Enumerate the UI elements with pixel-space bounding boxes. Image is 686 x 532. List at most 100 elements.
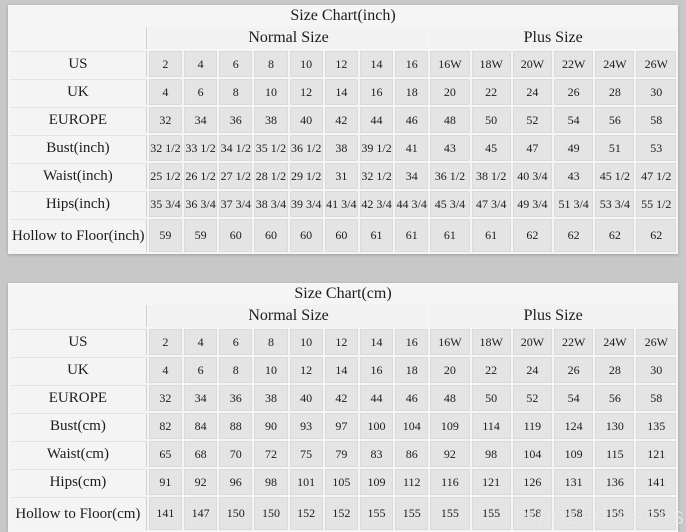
size-value-cell: 10 (289, 51, 323, 77)
size-value-cell: 55 1/2 (636, 191, 676, 217)
row-label-cell: Hollow to Floor(cm) (10, 497, 147, 530)
row-label-cell: US (10, 329, 147, 355)
size-value-cell: 147 (184, 497, 218, 530)
size-value-cell: 40 (289, 107, 323, 133)
size-value-cell: 40 (289, 385, 323, 411)
size-value-cell: 61 (359, 219, 394, 252)
size-value-cell: 34 (395, 163, 429, 189)
size-value-cell: 86 (395, 441, 429, 467)
size-value-cell: 10 (254, 357, 288, 383)
size-value-cell: 121 (471, 469, 511, 495)
size-value-cell: 43 (430, 135, 470, 161)
size-value-cell: 25 1/2 (148, 163, 182, 189)
size-value-cell: 42 3/4 (359, 191, 394, 217)
size-value-cell: 26 (554, 357, 594, 383)
row-label-cell: Bust(cm) (10, 413, 147, 439)
size-value-cell: 36 1/2 (430, 163, 470, 189)
size-value-cell: 126 (512, 469, 553, 495)
size-chart-inch-section: Size Chart(inch) Normal Size Plus Size US 2 4… (8, 5, 678, 254)
table-row: Bust(cm) 82 84 88 90 93 97 100 104 109 114 119 124 13… (10, 413, 676, 439)
size-value-cell: 90 (254, 413, 288, 439)
size-value-cell: 72 (254, 441, 288, 467)
size-value-cell: 155 (471, 497, 511, 530)
size-value-cell: 16 (395, 51, 429, 77)
size-value-cell: 97 (324, 413, 358, 439)
size-value-cell: 8 (254, 51, 288, 77)
size-value-cell: 45 1/2 (595, 163, 635, 189)
size-value-cell: 49 3/4 (512, 191, 553, 217)
size-value-cell: 6 (219, 329, 253, 355)
size-value-cell: 130 (595, 413, 635, 439)
size-value-cell: 2 (148, 51, 182, 77)
size-value-cell: 20 (430, 357, 470, 383)
size-value-cell: 119 (512, 413, 553, 439)
size-value-cell: 10 (254, 79, 288, 105)
size-value-cell: 18 (395, 357, 429, 383)
size-value-cell: 45 3/4 (430, 191, 470, 217)
table-row: Waist(cm) 65 68 70 72 75 79 83 86 92 98 104 109 115 12… (10, 441, 676, 467)
size-value-cell: 36 (219, 107, 253, 133)
size-value-cell: 88 (219, 413, 253, 439)
row-label-cell: UK (10, 79, 147, 105)
size-value-cell: 47 3/4 (471, 191, 511, 217)
size-value-cell: 38 (254, 385, 288, 411)
size-value-cell: 32 1/2 (148, 135, 182, 161)
size-value-cell: 16 (359, 357, 394, 383)
row-label-cell: EUROPE (10, 107, 147, 133)
size-value-cell: 60 (219, 219, 253, 252)
size-value-cell: 116 (430, 469, 470, 495)
size-value-cell: 155 (430, 497, 470, 530)
size-value-cell: 12 (289, 357, 323, 383)
size-value-cell: 45 (471, 135, 511, 161)
size-value-cell: 53 3/4 (595, 191, 635, 217)
size-value-cell: 36 (219, 385, 253, 411)
table-row: UK 4 6 8 10 12 14 16 18 20 22 24 26 28 30 (10, 357, 676, 383)
size-value-cell: 46 (395, 107, 429, 133)
size-value-cell: 92 (184, 469, 218, 495)
size-value-cell: 152 (289, 497, 323, 530)
size-value-cell: 158 (512, 497, 553, 530)
size-value-cell: 61 (430, 219, 470, 252)
table-row: EUROPE 32 34 36 38 40 42 44 46 48 50 52 54 56 58 (10, 107, 676, 133)
size-value-cell: 51 (595, 135, 635, 161)
size-value-cell: 24 (512, 79, 553, 105)
size-value-cell: 41 (395, 135, 429, 161)
size-value-cell: 158 (595, 497, 635, 530)
size-value-cell: 62 (512, 219, 553, 252)
size-value-cell: 2 (148, 329, 182, 355)
size-value-cell: 152 (324, 497, 358, 530)
row-label-cell: Hips(inch) (10, 191, 147, 217)
table-title-row: Size Chart(inch) (10, 7, 676, 25)
size-value-cell: 33 1/2 (184, 135, 218, 161)
size-value-cell: 93 (289, 413, 323, 439)
size-value-cell: 112 (395, 469, 429, 495)
size-value-cell: 30 (636, 357, 676, 383)
size-value-cell: 39 1/2 (359, 135, 394, 161)
table-row: Hips(cm) 91 92 96 98 101 105 109 112 116 121 126 131… (10, 469, 676, 495)
size-value-cell: 61 (471, 219, 511, 252)
size-value-cell: 35 1/2 (254, 135, 288, 161)
size-value-cell: 141 (636, 469, 676, 495)
size-value-cell: 121 (636, 441, 676, 467)
size-chart-cm-table: Size Chart(cm) Normal Size Plus Size US 2 4 6 8… (8, 283, 678, 532)
size-value-cell: 22 (471, 357, 511, 383)
size-value-cell: 62 (636, 219, 676, 252)
size-value-cell: 136 (595, 469, 635, 495)
size-value-cell: 150 (254, 497, 288, 530)
size-value-cell: 109 (359, 469, 394, 495)
size-value-cell: 28 (595, 79, 635, 105)
table-row: Hollow to Floor(inch) 59 59 60 60 60 60 61 61 61 6… (10, 219, 676, 252)
size-value-cell: 8 (254, 329, 288, 355)
size-chart-cm-section: Size Chart(cm) Normal Size Plus Size US 2 4 6 8… (8, 283, 678, 532)
size-value-cell: 4 (184, 51, 218, 77)
size-value-cell: 131 (554, 469, 594, 495)
row-label-cell: Bust(inch) (10, 135, 147, 161)
size-value-cell: 20W (512, 329, 553, 355)
size-value-cell: 98 (471, 441, 511, 467)
column-group-row: Normal Size Plus Size (10, 305, 676, 327)
size-value-cell: 109 (430, 413, 470, 439)
size-value-cell: 114 (471, 413, 511, 439)
size-value-cell: 24W (595, 51, 635, 77)
column-group-header: Normal Size (148, 27, 429, 49)
